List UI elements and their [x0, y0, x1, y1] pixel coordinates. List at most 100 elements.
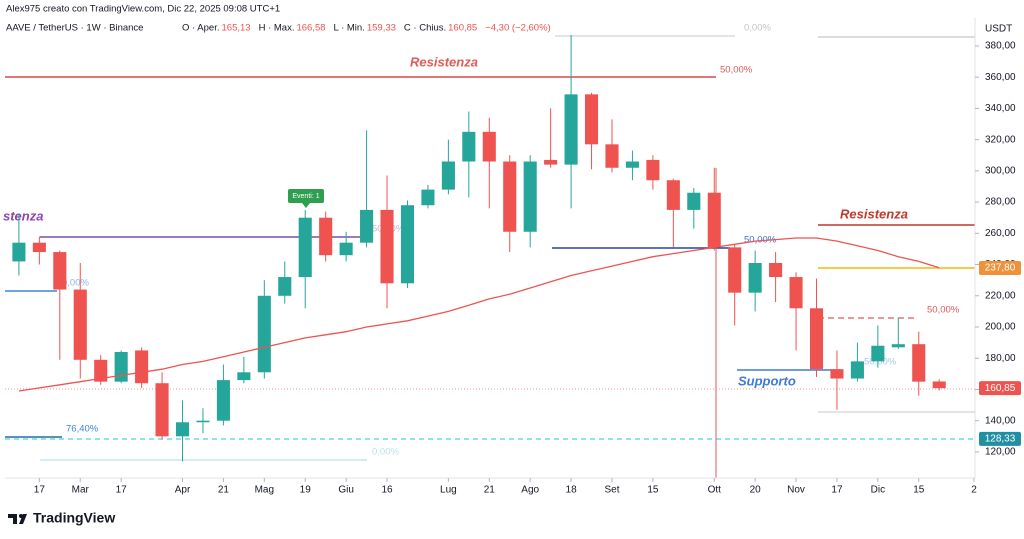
- x-tick-label: 17: [116, 485, 128, 496]
- candle-body: [380, 209, 394, 284]
- x-tick-label: Mar: [72, 485, 90, 496]
- candle-body: [482, 131, 496, 162]
- candle-body: [114, 351, 128, 382]
- candle-body: [666, 180, 680, 210]
- candle-body: [789, 277, 803, 309]
- y-tick-label: 200,00: [985, 322, 1016, 333]
- resistance-label: stenza: [3, 208, 43, 223]
- support-label: Supporto: [738, 373, 796, 388]
- candle-body: [728, 247, 742, 293]
- event-badge[interactable]: [288, 189, 324, 203]
- legend-value: 165,13: [222, 23, 251, 34]
- candle-body: [32, 242, 46, 253]
- candle-body: [155, 383, 169, 437]
- fib-label: 50,00%: [744, 235, 777, 246]
- logo-text: TradingView: [33, 510, 115, 526]
- legend-label: O · Aper.: [182, 23, 220, 34]
- price-tag-label: 237,80: [985, 263, 1016, 274]
- candle-body: [216, 380, 230, 421]
- fib-label: 0,00%: [62, 278, 89, 289]
- candle-body: [462, 131, 476, 162]
- y-tick-label: 320,00: [985, 134, 1016, 145]
- candle-body: [769, 262, 783, 278]
- x-tick-label: 18: [566, 485, 578, 496]
- candle-body: [523, 161, 537, 232]
- x-tick-label: 21: [218, 485, 230, 496]
- y-tick-label: 340,00: [985, 103, 1016, 114]
- x-tick-label: Set: [604, 485, 619, 496]
- price-tag: [979, 260, 1021, 275]
- candle-body: [196, 420, 210, 423]
- legend-value: 160,85: [448, 23, 477, 34]
- x-tick-label: Apr: [175, 485, 191, 496]
- fib-label: 0,00%: [372, 447, 399, 458]
- drawing-labels: 0,00% Resistenza 50,00% stenza 0,00% 76,…: [3, 23, 960, 458]
- y-tick-label: 220,00: [985, 290, 1016, 301]
- logo[interactable]: TradingView: [8, 510, 115, 526]
- legend-label: L · Min.: [334, 23, 365, 34]
- candle-body: [748, 262, 762, 293]
- y-tick-label: 180,00: [985, 353, 1016, 364]
- y-tick-label: 380,00: [985, 41, 1016, 52]
- candle-body: [891, 344, 905, 348]
- legend-change: −4,30 (−2,60%): [485, 23, 551, 34]
- y-tick-label: 300,00: [985, 166, 1016, 177]
- candle-body: [175, 422, 190, 437]
- resistance-label: Resistenza: [410, 54, 478, 69]
- candle-body: [912, 344, 926, 382]
- candle-body: [53, 252, 67, 290]
- y-tick-label: 260,00: [985, 228, 1016, 239]
- x-tick-label: 17: [34, 485, 46, 496]
- fib-label: 50,00%: [864, 357, 897, 368]
- header-author: Alex975 creato con TradingView.com, Dic …: [6, 4, 280, 15]
- candle-body: [850, 361, 864, 379]
- x-tick-label: 15: [647, 485, 659, 496]
- legend-value: 159,33: [367, 23, 396, 34]
- candle-body: [298, 217, 312, 278]
- candle-body: [646, 159, 660, 181]
- candle-body: [319, 217, 333, 256]
- candle-body: [94, 359, 108, 382]
- resistance-label: Resistenza: [840, 206, 908, 221]
- legend-label: C · Chius.: [404, 23, 446, 34]
- x-tick-label: Ago: [521, 485, 539, 496]
- x-tick-label: Dic: [871, 485, 885, 496]
- candle-body: [237, 372, 251, 381]
- fib-label: 50,00%: [927, 305, 960, 316]
- candle-body: [339, 242, 353, 256]
- x-tick-label: Nov: [787, 485, 805, 496]
- candle-body: [421, 189, 435, 206]
- candle-body: [257, 295, 271, 373]
- candle-body: [544, 159, 558, 165]
- candle-body: [809, 308, 824, 370]
- y-tick-label: 140,00: [985, 415, 1016, 426]
- fib-label: 50,00%: [720, 65, 753, 76]
- event-label[interactable]: Eventi: 1: [292, 193, 319, 200]
- x-tick-label: 21: [484, 485, 496, 496]
- x-tick-label: 15: [913, 485, 925, 496]
- axis-unit: USDT: [985, 24, 1012, 35]
- candle-body: [564, 94, 578, 165]
- candle-body: [503, 161, 517, 232]
- moving-average: [18, 237, 940, 392]
- candle-body: [707, 192, 721, 248]
- x-tick-label: 16: [381, 485, 393, 496]
- candle-body: [135, 350, 149, 384]
- legend-value: 166,58: [296, 23, 325, 34]
- price-tag: [979, 431, 1021, 446]
- y-tick-label: 360,00: [985, 72, 1016, 83]
- fib-label: 76,40%: [66, 424, 99, 435]
- candle-body: [830, 369, 844, 379]
- y-tick-label: 280,00: [985, 197, 1016, 208]
- logo-icon: [19, 514, 23, 518]
- candle-body: [441, 161, 455, 190]
- y-tick-label: 120,00: [985, 447, 1016, 458]
- candle-body: [687, 192, 701, 210]
- logo-icon: [8, 514, 27, 524]
- candle-body: [360, 209, 374, 243]
- fib-label: 0,00%: [744, 23, 771, 34]
- candle-body: [625, 161, 639, 168]
- x-tick-label: Mag: [255, 485, 274, 496]
